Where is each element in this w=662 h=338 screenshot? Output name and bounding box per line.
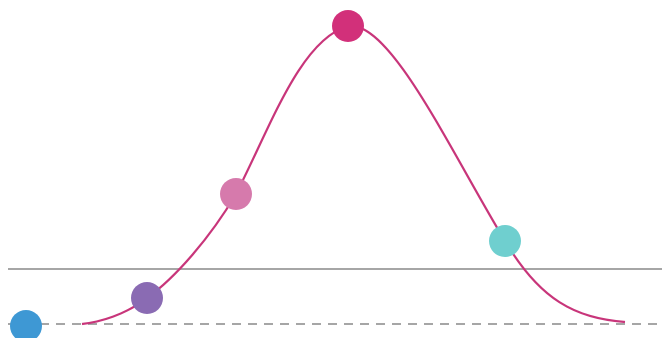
marker-teal xyxy=(489,225,521,257)
bell-curve xyxy=(81,24,626,326)
marker-magenta xyxy=(332,10,364,42)
marker-blue xyxy=(10,310,42,338)
marker-pink xyxy=(220,178,252,210)
marker-purple xyxy=(131,282,163,314)
